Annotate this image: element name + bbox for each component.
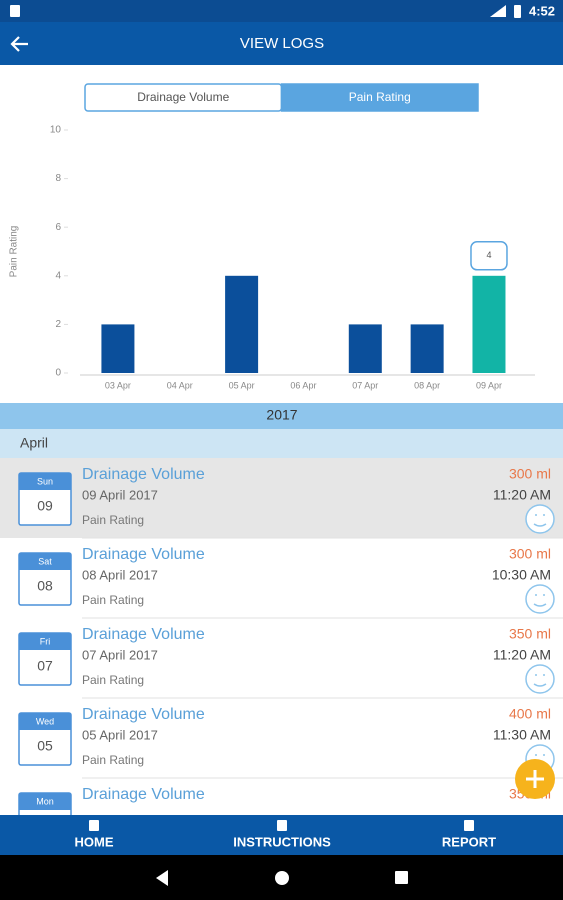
pain-face [525, 584, 555, 614]
x-tick-label: 08 Apr [414, 380, 440, 390]
bar[interactable] [348, 324, 382, 373]
nav-icon [464, 820, 474, 831]
x-tick-label: 06 Apr [290, 380, 316, 390]
month-bar [0, 429, 563, 458]
calendar-top [19, 553, 71, 570]
entry-time: 10:30 AM [492, 567, 551, 583]
system-recents[interactable] [395, 871, 408, 884]
bottom-nav: HOME INSTRUCTIONS REPORT [0, 815, 563, 855]
calendar-top [19, 713, 71, 730]
entry-date: 05 April 2017 [82, 727, 158, 742]
entry-sub: Pain Rating [82, 753, 144, 767]
system-back[interactable] [156, 870, 168, 886]
entry-date: 09 April 2017 [82, 487, 158, 502]
entry-title: Drainage Volume [82, 706, 205, 723]
year-bar [0, 403, 563, 429]
entry-title: Drainage Volume [82, 546, 205, 563]
back-button[interactable] [10, 36, 28, 52]
entry-volume: 300 ml [509, 466, 551, 482]
entry-time: 11:30 AM [493, 727, 551, 743]
entry-title: Drainage Volume [82, 786, 205, 803]
log-entry[interactable]: Wed 05 Drainage Volume 05 April 2017 Pain Ra… [18, 697, 563, 774]
calendar-date: 05 [37, 738, 53, 754]
nav-label[interactable]: INSTRUCTIONS [233, 834, 331, 849]
entry-volume: 400 ml [509, 706, 551, 722]
bar[interactable] [101, 324, 135, 373]
y-tick-label: 0 [55, 368, 61, 379]
nav-label[interactable]: REPORT [442, 834, 496, 849]
y-tick-label: 4 [55, 270, 61, 281]
x-tick-label: 04 Apr [167, 380, 193, 390]
calendar-top [19, 633, 71, 650]
nav-label[interactable]: HOME [75, 834, 114, 849]
signal-icon [490, 5, 506, 17]
entry-time: 11:20 AM [493, 487, 551, 503]
log-entry[interactable]: Sun 09 Drainage Volume 09 April 2017 Pain Ra… [0, 458, 563, 538]
month: April [20, 435, 48, 451]
chart: Drainage Volume Pain Rating Pain Rating 0 2 4… [9, 83, 535, 390]
calendar-date: 09 [37, 498, 53, 514]
y-tick-label: 10 [50, 125, 62, 136]
battery-icon [514, 5, 521, 18]
x-tick-label: 09 Apr [476, 380, 502, 390]
bar[interactable] [472, 275, 506, 373]
entry-sub: Pain Rating [82, 673, 144, 687]
calendar-top [19, 793, 71, 810]
face-features [533, 514, 547, 527]
pain-face [525, 664, 555, 694]
calendar-day: Sun [37, 476, 53, 486]
entry-volume: 350 ml [509, 626, 551, 642]
nav-icon [89, 820, 99, 831]
y-tick-label: 2 [55, 319, 61, 330]
add-icon [526, 770, 544, 788]
x-tick-label: 03 Apr [105, 380, 131, 390]
x-tick-label: 07 Apr [352, 380, 378, 390]
entry-title: Drainage Volume [82, 466, 205, 483]
calendar-date: 08 [37, 578, 53, 594]
entry-sub: Pain Rating [82, 593, 144, 607]
x-tick-label: 05 Apr [229, 380, 255, 390]
y-axis-label: Pain Rating [9, 226, 20, 278]
calendar-day: Sat [38, 556, 52, 566]
face-features [533, 674, 547, 687]
nav-icon [277, 820, 287, 831]
face-features [533, 594, 547, 607]
bar[interactable] [225, 275, 259, 373]
clock: 4:52 [529, 3, 555, 18]
calendar-day: Fri [40, 636, 51, 646]
tooltip-value: 4 [486, 250, 491, 260]
list-rows: Sun 09 Drainage Volume 09 April 2017 Pain Ra… [0, 458, 563, 815]
y-tick-label: 6 [55, 222, 61, 233]
page-title: VIEW LOGS [240, 35, 324, 52]
tab-label: Drainage Volume [137, 90, 229, 104]
log-entry[interactable]: Sat 08 Drainage Volume 08 April 2017 Pain Ra… [18, 537, 563, 614]
status-bar [0, 0, 563, 22]
year: 2017 [266, 407, 297, 423]
system-home[interactable] [275, 871, 289, 885]
tab-label: Pain Rating [349, 90, 411, 104]
entry-volume: 300 ml [509, 546, 551, 562]
entry-date: 08 April 2017 [82, 567, 158, 582]
log-list: 2017 April Sun 09 Drainage Volume 09 April 20… [0, 403, 563, 815]
entry-sub: Pain Rating [82, 513, 144, 527]
calendar-day: Wed [36, 716, 54, 726]
sim-icon [10, 5, 20, 17]
tooltip [470, 241, 508, 271]
entry-time: 11:20 AM [493, 647, 551, 663]
calendar-day: Mon [36, 796, 54, 806]
calendar-top [19, 473, 71, 490]
log-entry[interactable]: Fri 07 Drainage Volume 07 April 2017 Pain Ra… [18, 617, 563, 694]
calendar-date: 07 [37, 658, 53, 674]
entry-title: Drainage Volume [82, 626, 205, 643]
tab[interactable] [280, 83, 479, 112]
bar[interactable] [410, 324, 444, 373]
app-bar [0, 22, 563, 65]
entry-highlight [0, 458, 563, 538]
entry-date: 07 April 2017 [82, 647, 158, 662]
pain-face [525, 504, 555, 534]
y-tick-label: 8 [55, 173, 61, 184]
